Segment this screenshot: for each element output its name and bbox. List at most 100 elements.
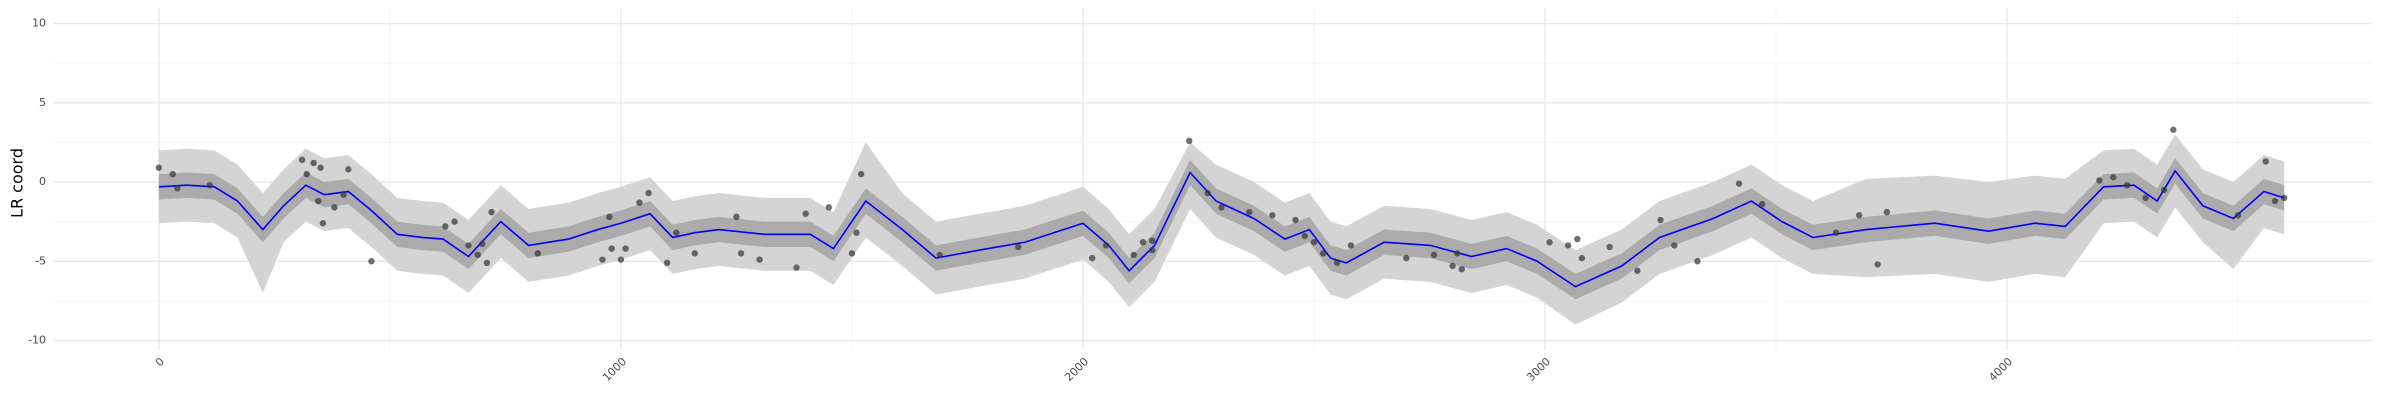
data-point (599, 256, 606, 263)
data-point (2096, 177, 2103, 184)
data-point (310, 159, 317, 167)
data-point (636, 199, 643, 206)
data-point (442, 223, 449, 230)
data-point (345, 166, 352, 173)
data-point (298, 156, 306, 164)
data-point (1564, 242, 1572, 249)
data-point (1458, 265, 1466, 273)
data-point (465, 242, 472, 249)
y-tick-label: 10 (32, 17, 46, 30)
x-tick-label: 3000 (1524, 355, 1553, 384)
data-point (368, 258, 375, 265)
data-point (848, 250, 856, 257)
data-point (1015, 243, 1022, 251)
data-point (340, 191, 347, 198)
data-point (1186, 137, 1193, 145)
data-point (1694, 258, 1701, 265)
data-point (1333, 259, 1341, 267)
data-point (1430, 251, 1438, 259)
data-point (622, 245, 629, 252)
data-point (1269, 212, 1276, 219)
data-point (936, 251, 943, 259)
data-point (303, 170, 310, 178)
data-point (793, 264, 800, 271)
data-point (2281, 194, 2288, 202)
data-point (1347, 242, 1355, 249)
fit-line (158, 169, 2285, 288)
data-point (169, 170, 176, 178)
data-point (1671, 242, 1678, 249)
data-point (1883, 208, 1891, 216)
data-point (1292, 216, 1299, 224)
data-point (617, 256, 625, 263)
data-point (1453, 250, 1461, 257)
data-point (1758, 200, 1766, 208)
data-point (155, 164, 163, 171)
y-tick-label: -5 (35, 254, 46, 267)
data-point (645, 189, 652, 197)
data-point (825, 204, 833, 211)
y-tick-label: 0 (39, 175, 46, 188)
data-point (606, 213, 613, 221)
data-point (1102, 242, 1110, 249)
data-point (756, 256, 763, 263)
data-point (1832, 229, 1840, 236)
data-point (737, 250, 745, 257)
data-point (315, 197, 322, 205)
data-point (1855, 212, 1863, 219)
data-point (331, 204, 338, 211)
data-point (174, 185, 181, 192)
data-point (1139, 239, 1147, 246)
data-point (2234, 212, 2242, 219)
data-point (1149, 237, 1156, 244)
data-point (1310, 239, 1318, 246)
data-point (2262, 158, 2269, 165)
data-point (1149, 246, 1156, 254)
data-point (1301, 232, 1308, 240)
data-point (1403, 254, 1410, 262)
confidence-band (158, 158, 2285, 300)
data-point (733, 213, 740, 221)
data-point (1634, 267, 1641, 274)
data-point (673, 229, 680, 236)
data-point (2123, 181, 2131, 189)
data-point (1449, 262, 1456, 270)
data-point (1204, 189, 1211, 197)
data-point (2271, 197, 2279, 205)
data-point (483, 259, 491, 267)
data-point (1319, 250, 1327, 257)
y-axis-title: LR coord (8, 148, 27, 218)
data-point (1546, 239, 1553, 246)
x-tick-label: 4000 (1986, 355, 2015, 384)
data-point (1574, 235, 1581, 243)
data-point (802, 210, 809, 217)
x-tick-label: 0 (153, 355, 167, 369)
data-point (663, 259, 671, 267)
data-point (1130, 251, 1137, 259)
data-point (857, 170, 865, 178)
data-point (608, 245, 615, 252)
data-point (1606, 243, 1613, 251)
data-point (1657, 216, 1664, 224)
data-point (2160, 186, 2168, 194)
data-point (1578, 254, 1586, 262)
data-point (2170, 126, 2177, 133)
data-point (1874, 261, 1881, 268)
data-point (1088, 254, 1096, 262)
y-tick-label: -10 (28, 333, 46, 346)
data-point (319, 220, 327, 227)
data-point (2110, 174, 2117, 181)
data-point (488, 208, 495, 216)
data-point (1218, 204, 1225, 211)
data-point (206, 181, 213, 189)
data-point (853, 229, 860, 236)
data-point (1735, 180, 1743, 187)
y-tick-label: 5 (39, 96, 46, 109)
data-point (2142, 194, 2149, 202)
x-tick-label: 1000 (600, 355, 629, 384)
confidence-band (158, 134, 2285, 325)
data-point (691, 250, 699, 257)
x-tick-label: 2000 (1062, 355, 1091, 384)
data-point (1246, 208, 1253, 216)
